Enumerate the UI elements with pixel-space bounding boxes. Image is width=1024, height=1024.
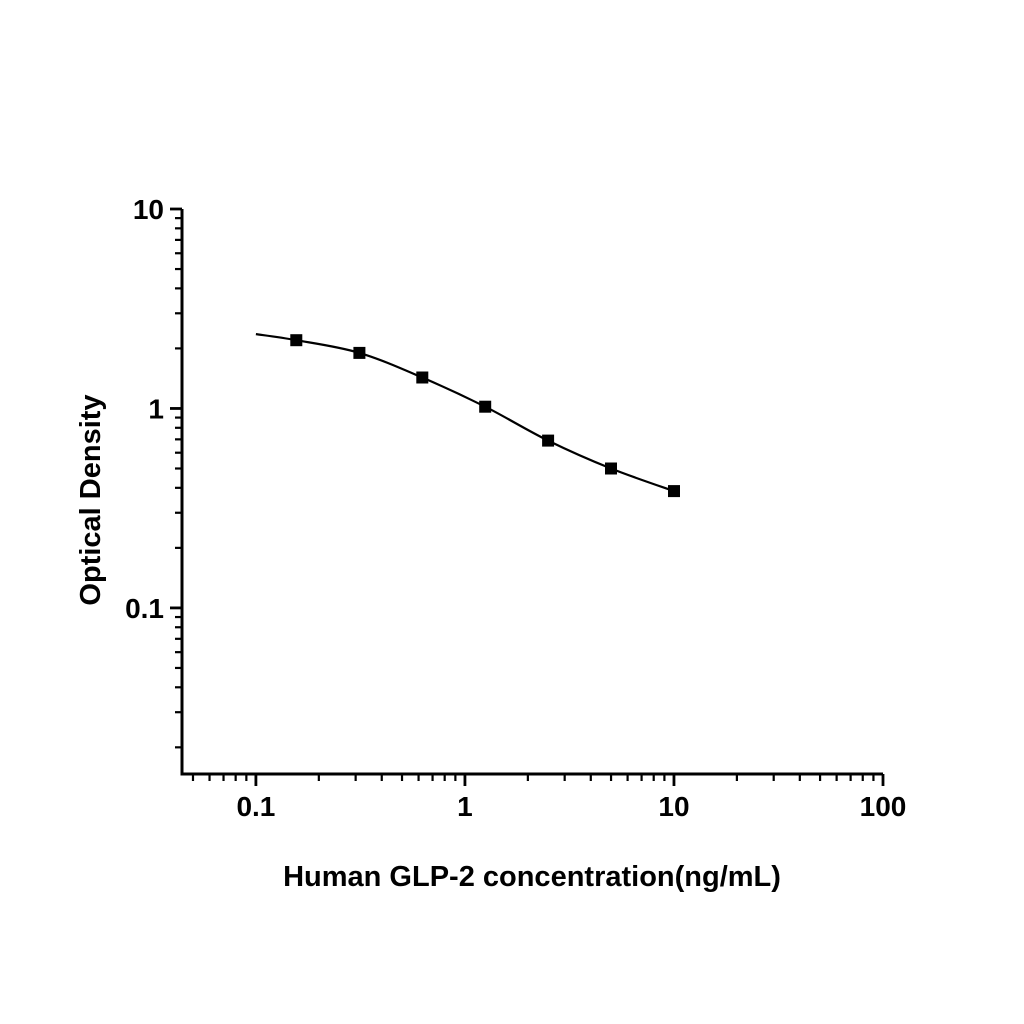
x-tick-label: 0.1: [236, 791, 275, 822]
data-point-marker: [668, 485, 680, 498]
y-axis-title: Optical Density: [75, 394, 107, 605]
y-tick-label: 0.1: [125, 593, 164, 624]
data-point-marker: [416, 371, 429, 384]
y-tick-label: 1: [148, 393, 164, 424]
x-axis-title: Human GLP-2 concentration(ng/mL): [283, 861, 781, 893]
data-point-marker: [290, 334, 303, 347]
x-tick-label: 100: [860, 791, 907, 822]
x-tick-label: 10: [658, 791, 689, 822]
data-point-marker: [605, 462, 617, 475]
axis-tick-labels: 0.1 1 10 100 10 1 0.1: [125, 194, 906, 822]
y-tick-label: 10: [133, 194, 164, 225]
data-point-marker: [479, 400, 492, 413]
data-point-markers: [290, 334, 680, 498]
axis-ticks: [170, 207, 885, 786]
x-tick-label: 1: [457, 791, 473, 822]
data-point-marker: [353, 346, 366, 359]
axis-spines: [180, 209, 883, 776]
data-point-marker: [542, 434, 555, 447]
